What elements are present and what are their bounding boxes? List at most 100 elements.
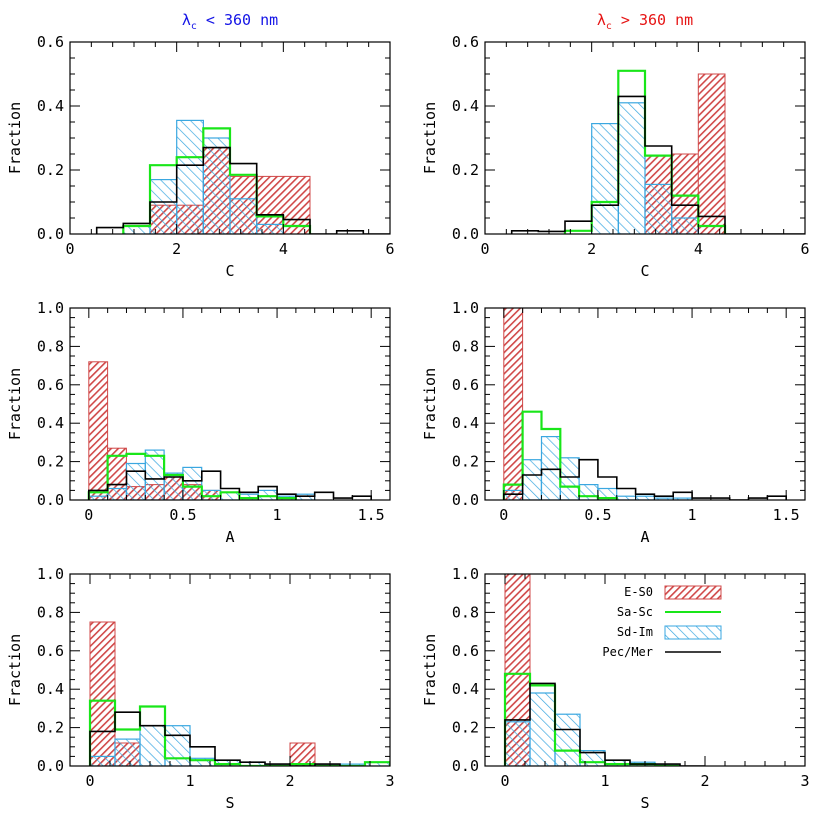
x-tick-label: 0 (499, 506, 508, 524)
column-title-left: λc < 360 nm (182, 11, 278, 32)
panel-2-0: 0.0 0.2 0.4 0.6 0.8 1.0 0 1 2 3 S Fraction (6, 565, 395, 812)
plot-area (88, 621, 390, 766)
column-title-right-symbol: λ (597, 11, 606, 29)
sdim-bar (139, 725, 166, 766)
pec-step-line (88, 470, 372, 500)
y-tick-label: 0.4 (37, 414, 64, 432)
sasc-step-line (122, 127, 312, 234)
series-sdim (122, 119, 285, 234)
series-sasc (122, 127, 312, 234)
x-axis-label: C (225, 262, 234, 280)
series-sdim (504, 692, 681, 766)
legend-label-es0: E-S0 (624, 585, 653, 599)
y-tick-label: 0.2 (37, 453, 64, 471)
column-title-left-text: < 360 nm (197, 11, 278, 29)
sasc-step-line (87, 452, 297, 500)
y-tick-label: 0.6 (452, 376, 479, 394)
x-tick-label: 2 (172, 240, 181, 258)
y-tick-label: 0.4 (37, 97, 64, 115)
y-tick-label: 0.2 (37, 161, 64, 179)
panel-1-1: 0.0 0.2 0.4 0.6 0.8 1.0 0 0.5 1 1.5 A Fraction (421, 299, 806, 546)
legend-label-pec: Pec/Mer (602, 645, 653, 659)
es0-bar (89, 621, 116, 766)
x-tick-label: 2 (285, 772, 294, 790)
series-pec (503, 458, 787, 500)
sdim-bar (202, 137, 231, 234)
sdim-bar (591, 122, 620, 234)
sdim-bar (295, 493, 316, 500)
sdim-bar (671, 217, 700, 234)
x-axis-label: S (640, 794, 649, 812)
x-tick-label: 4 (694, 240, 703, 258)
x-tick-label: 1.5 (358, 506, 385, 524)
y-tick-label: 0.8 (37, 603, 64, 621)
series-sasc (87, 452, 297, 500)
series-pec (504, 682, 705, 766)
x-tick-label: 0 (65, 240, 74, 258)
x-tick-label: 0.5 (169, 506, 196, 524)
panel-0-1: 0.0 0.2 0.4 0.6 0 2 4 6 C Fraction (421, 33, 810, 280)
y-tick-label: 0.8 (37, 337, 64, 355)
y-tick-label: 0.6 (452, 33, 479, 51)
panel-2-1: 0.0 0.2 0.4 0.6 0.8 1.0 0 1 2 3 S Fraction (421, 565, 810, 812)
plot-area (510, 69, 805, 234)
y-tick-label: 0.4 (37, 680, 64, 698)
x-tick-label: 1 (273, 506, 282, 524)
sdim-bar (122, 225, 151, 234)
y-tick-label: 1.0 (37, 299, 64, 317)
sdim-bar (89, 755, 116, 766)
sdim-bar (529, 692, 556, 766)
es0-bar (289, 742, 316, 766)
sdim-bar (149, 179, 178, 234)
es0-bar (503, 308, 524, 500)
x-axis-label: C (640, 262, 649, 280)
sdim-bar (229, 198, 258, 234)
y-tick-label: 0.0 (452, 491, 479, 509)
y-tick-label: 1.0 (37, 565, 64, 583)
x-axis-label: A (225, 528, 234, 546)
y-tick-label: 0.6 (37, 642, 64, 660)
series-sdim (591, 102, 700, 234)
x-tick-label: 3 (800, 772, 809, 790)
x-tick-label: 1 (688, 506, 697, 524)
sdim-bar (559, 457, 580, 500)
sdim-bar (256, 223, 285, 234)
sdim-bar (578, 484, 599, 500)
column-title-left-symbol: λ (182, 11, 191, 29)
sdim-bar (182, 466, 203, 500)
sdim-bar (220, 491, 241, 500)
sdim-bar (176, 119, 204, 234)
es0-bar (697, 73, 726, 234)
column-title-left-subscript: c (191, 21, 197, 32)
y-tick-label: 0.4 (452, 414, 479, 432)
sdim-bar (540, 436, 561, 500)
y-tick-label: 1.0 (452, 565, 479, 583)
pec-step-line (95, 146, 390, 234)
y-axis-label: Fraction (6, 368, 24, 440)
y-tick-label: 0.4 (452, 680, 479, 698)
pec-step-line (89, 711, 341, 766)
x-tick-label: 0 (85, 772, 94, 790)
sdim-bar (503, 489, 524, 500)
sdim-bar (125, 462, 146, 500)
x-tick-label: 6 (385, 240, 394, 258)
panel-1-0: 0.0 0.2 0.4 0.6 0.8 1.0 0 0.5 1 1.5 A Fraction (6, 299, 391, 546)
x-axis-label: A (640, 528, 649, 546)
plot-area (95, 119, 390, 234)
y-tick-label: 0.6 (37, 376, 64, 394)
sdim-bar (521, 459, 542, 500)
sdim-bar (644, 183, 673, 234)
series-pec (510, 95, 805, 234)
y-tick-label: 0.0 (37, 225, 64, 243)
y-tick-label: 1.0 (452, 299, 479, 317)
y-tick-label: 0.2 (452, 453, 479, 471)
pec-step-line (503, 458, 787, 500)
panel-0-0: 0.0 0.2 0.4 0.6 0 2 4 6 C Fraction (6, 33, 395, 280)
axes-frame (69, 573, 391, 767)
sdim-bar (106, 487, 127, 500)
y-tick-label: 0.6 (37, 33, 64, 51)
sdim-bar (617, 102, 646, 234)
column-title-right: λc > 360 nm (597, 11, 693, 32)
legend-swatch-sdim (664, 625, 722, 640)
es0-bar (88, 361, 109, 500)
